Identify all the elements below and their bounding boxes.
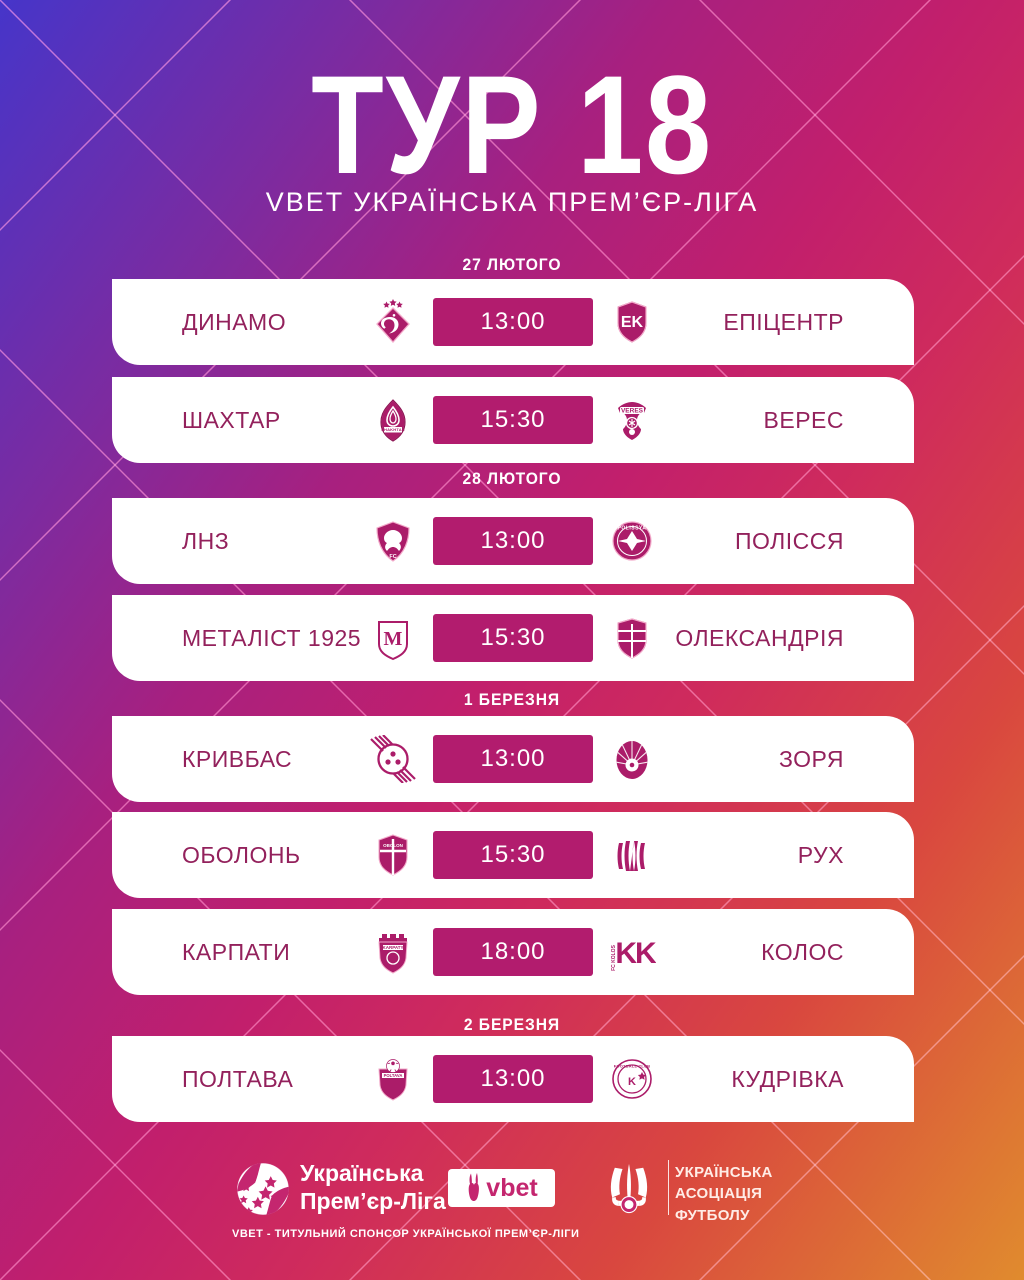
- svg-text:OBOLON: OBOLON: [383, 843, 403, 848]
- svg-text:FC: FC: [389, 554, 396, 560]
- svg-text:KARPATY: KARPATY: [382, 945, 403, 950]
- svg-text:M: M: [384, 628, 403, 650]
- svg-text:SHAKHTAR: SHAKHTAR: [381, 427, 405, 432]
- svg-text:POLTAVA: POLTAVA: [384, 1073, 403, 1078]
